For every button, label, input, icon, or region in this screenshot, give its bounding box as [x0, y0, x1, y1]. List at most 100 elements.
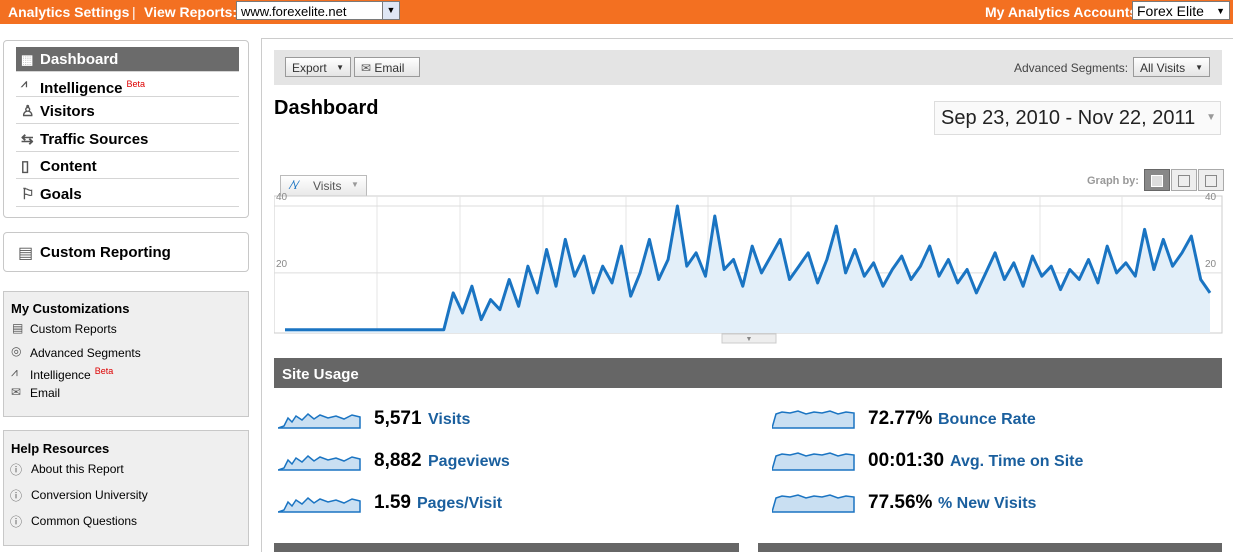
button-label: Export [292, 61, 327, 75]
segments-label: Advanced Segments: [1014, 61, 1129, 75]
button-label: Email [374, 61, 405, 75]
icon: ⓘ [10, 489, 23, 503]
y2-tick-label: 40 [1205, 192, 1217, 203]
icon [1151, 175, 1163, 187]
panel-header [758, 543, 1222, 552]
page-title: Dashboard [274, 97, 379, 119]
icon: ✉ [361, 61, 375, 75]
date-range[interactable]: Sep 23, 2010 - Nov 22, 2011 ▼ [934, 101, 1221, 135]
accounts-label: My Analytics Accounts: [985, 4, 1142, 20]
settings-link[interactable]: Analytics Settings [8, 4, 130, 20]
arrow: ▼ [336, 63, 344, 72]
nav-label: Visitors [40, 103, 95, 120]
metric-label[interactable]: Pages/Visit [417, 495, 503, 512]
metric-label[interactable]: % New Visits [938, 495, 1037, 512]
metric-value: 72.77% [868, 408, 933, 429]
nav-label: Content [40, 158, 97, 175]
nav-item[interactable]: ⇆ Traffic Sources [16, 127, 239, 152]
beta-badge: Beta [126, 79, 146, 89]
icon: ✉ [11, 385, 22, 399]
icon: ▤ [12, 321, 24, 335]
metric-label[interactable]: Visits [428, 411, 471, 428]
link[interactable]: Email [30, 386, 61, 400]
nav-item[interactable]: ▦ Dashboard [16, 47, 239, 72]
icon: ▯ [21, 158, 30, 175]
arrow: ▼ [351, 180, 359, 189]
account-select[interactable]: Forex Elite ▼ [1132, 1, 1230, 20]
separator: | [132, 4, 136, 20]
icon [1205, 175, 1217, 187]
dropdown-arrow: ▼ [382, 2, 399, 19]
sparkline-path [278, 496, 361, 513]
metric-value: 1.59 [374, 492, 411, 513]
nav-label: Intelligence Beta [40, 72, 145, 101]
export-button[interactable]: Export ▼ [285, 57, 351, 77]
y-tick-label: 40 [276, 192, 288, 203]
chart-expander[interactable] [721, 333, 777, 344]
icon [1178, 175, 1190, 187]
custom-reporting[interactable]: ▤ Custom Reporting [3, 232, 249, 272]
main-border [261, 38, 1233, 39]
button-label: All Visits [1140, 61, 1186, 75]
custom-reporting-label: Custom Reporting [40, 244, 171, 261]
nav-box: ▦ Dashboard ⩘ Intelligence Beta ♙ Visitors ⇆… [3, 40, 249, 218]
nav-item[interactable]: ▯ Content [16, 154, 239, 179]
sparkline-path [278, 412, 361, 429]
panel-header [274, 543, 739, 552]
metric-tab[interactable]: ⁄\⁄ Visits ▼ [280, 175, 367, 196]
sparkline [278, 412, 361, 429]
date-range-text: Sep 23, 2010 - Nov 22, 2011 [941, 107, 1196, 129]
segment-select[interactable]: All Visits ▼ [1133, 57, 1210, 77]
section-title: My Customizations [11, 301, 130, 316]
link[interactable]: Custom Reports [30, 322, 117, 336]
metric-label[interactable]: Bounce Rate [938, 411, 1036, 428]
metric-label[interactable]: Avg. Time on Site [950, 453, 1084, 470]
icon: ⓘ [10, 515, 23, 529]
section-title: Help Resources [11, 441, 110, 456]
sparkline [772, 452, 855, 471]
nav-item[interactable]: ⚐ Goals [16, 182, 239, 207]
link[interactable]: Advanced Segments [30, 346, 141, 360]
nav-item[interactable]: ♙ Visitors [16, 99, 239, 124]
icon: ⇆ [21, 131, 34, 148]
account-name: Forex Elite [1137, 3, 1204, 19]
icon: ▦ [21, 52, 34, 67]
link[interactable]: Intelligence Beta [30, 366, 113, 382]
graph-by-month[interactable] [1198, 169, 1224, 191]
nav-label: Dashboard [40, 51, 119, 68]
sparkline-path [772, 494, 855, 513]
metric-value: 00:01:30 [868, 450, 945, 471]
line [285, 204, 1212, 332]
sparkline [772, 494, 855, 513]
view-reports-label: View Reports: [144, 4, 238, 20]
sparkline [278, 496, 361, 513]
metric-label[interactable]: Pageviews [428, 453, 510, 470]
graph-by-day[interactable] [1144, 169, 1170, 191]
sparkline-path [278, 454, 361, 471]
metric-value: 8,882 [374, 450, 422, 471]
metric-value: 77.56% [868, 492, 933, 513]
y-tick-label: 20 [276, 259, 288, 270]
beta-badge: Beta [94, 366, 114, 376]
link[interactable]: About this Report [31, 462, 124, 476]
icon: ⩘ [11, 365, 18, 379]
link[interactable]: Common Questions [31, 514, 138, 528]
arrow: ▼ [746, 336, 753, 343]
nav-item[interactable]: ⩘ Intelligence Beta [16, 72, 239, 97]
site-name: www.forexelite.net [241, 4, 347, 19]
icon: ♙ [21, 103, 35, 120]
email-button[interactable]: ✉ Email [354, 57, 420, 77]
sparkline [278, 454, 361, 471]
icon: ⁄\⁄ [291, 178, 299, 192]
sparkline-path [772, 452, 855, 471]
arrow: ▼ [1195, 63, 1203, 72]
link[interactable]: Conversion University [31, 488, 148, 502]
icon: ⓘ [10, 463, 23, 477]
toolbar: Export ▼ ✉ Email Advanced Segments: All V… [274, 50, 1222, 85]
arrow: ▼ [1206, 112, 1216, 123]
top-bar: Analytics Settings | View Reports: www.f… [0, 0, 1233, 24]
graph-by-week[interactable] [1171, 169, 1197, 191]
site-select[interactable]: www.forexelite.net ▼ [236, 1, 400, 20]
nav-text: Intelligence [40, 80, 123, 97]
